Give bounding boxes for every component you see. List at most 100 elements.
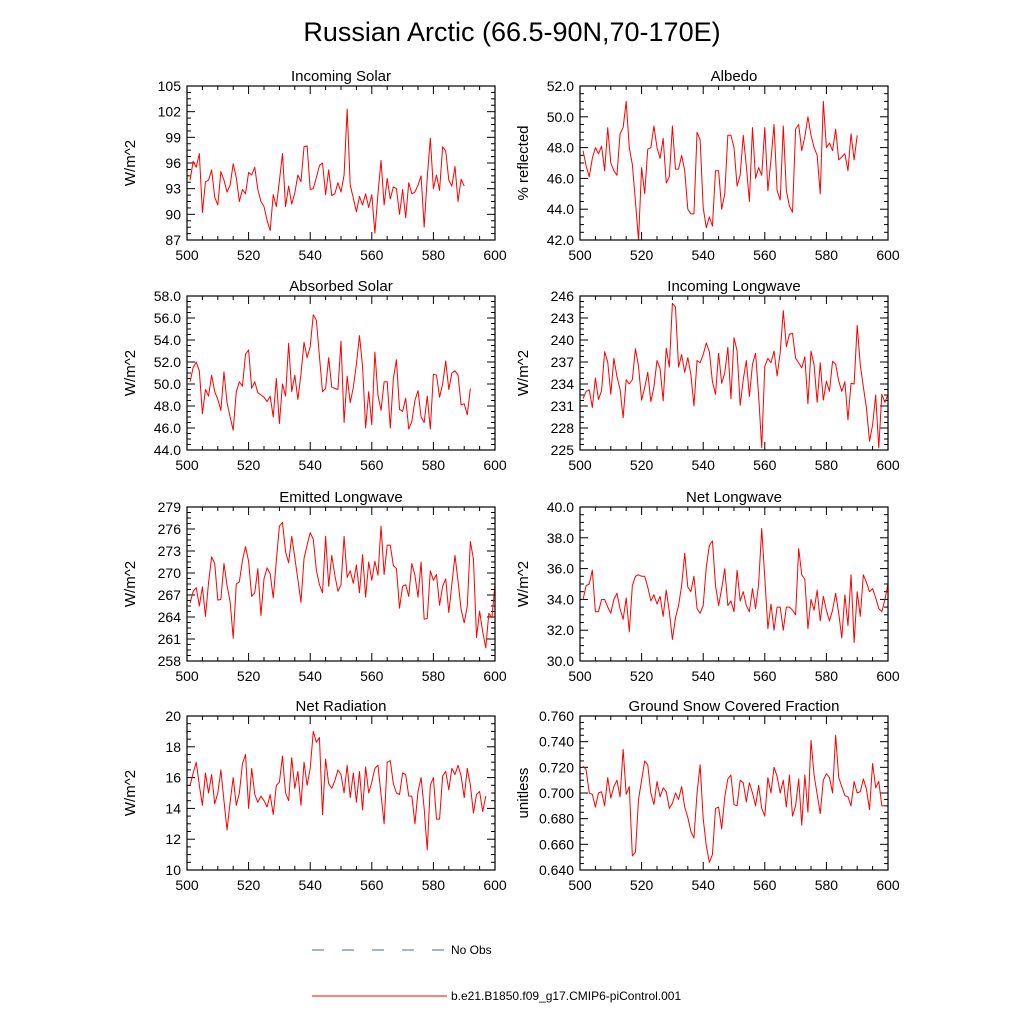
panel-title: Albedo — [711, 68, 758, 85]
x-tick-label: 600 — [483, 668, 507, 684]
panel-incoming-longwave: Incoming Longwave W/m^2 500 520 540 560 580 600… — [515, 278, 900, 473]
series-line-albedo — [582, 100, 858, 240]
y-tick-label: 52.0 — [547, 78, 574, 94]
x-tick-label: 600 — [876, 247, 900, 263]
x-tick-label: 580 — [422, 877, 446, 893]
y-axis-label: W/m^2 — [515, 350, 532, 396]
y-tick-label: 246 — [551, 288, 575, 304]
y-tick-label: 56.0 — [154, 310, 181, 326]
plot-frame — [186, 85, 496, 241]
legend: No Obs b.e21.B1850.f09_g17.CMIP6-piContr… — [312, 943, 681, 1003]
x-tick-label: 520 — [630, 247, 654, 263]
panel-absorbed-solar: Absorbed Solar W/m^2 500 520 540 560 580 600 44.… — [122, 278, 507, 473]
y-tick-label: 54.0 — [154, 332, 181, 348]
y-axis-label: W/m^2 — [122, 140, 139, 186]
x-tick-label: 520 — [630, 877, 654, 893]
series-line-incoming-longwave — [582, 302, 888, 449]
y-tick-label: 234 — [551, 376, 575, 392]
y-axis-label: W/m^2 — [515, 561, 532, 607]
x-tick-label: 540 — [692, 877, 716, 893]
panel-net-radiation: Net Radiation W/m^2 500 520 540 560 580 600 10 12… — [122, 698, 507, 893]
series-line-emitted-longwave — [189, 521, 495, 649]
figure-title: Russian Arctic (66.5-90N,70-170E) — [303, 17, 720, 47]
y-tick-label: 0.760 — [539, 708, 574, 724]
x-tick-label: 580 — [815, 877, 839, 893]
y-tick-label: 273 — [158, 543, 182, 559]
x-tick-label: 560 — [360, 247, 384, 263]
x-tick-label: 500 — [175, 457, 199, 473]
x-tick-label: 540 — [299, 877, 323, 893]
series-line-net-longwave — [582, 528, 888, 644]
x-tick-label: 600 — [483, 877, 507, 893]
y-tick-label: 46.0 — [154, 420, 181, 436]
chart-panels: Incoming Solar W/m^2 500 520 540 560 580 600 87 9… — [122, 68, 900, 893]
plot-frame — [579, 85, 889, 241]
y-tick-label: 258 — [158, 653, 182, 669]
x-tick-label: 540 — [299, 668, 323, 684]
y-tick-label: 102 — [158, 104, 182, 120]
x-tick-label: 540 — [299, 457, 323, 473]
plot-frame — [579, 715, 889, 871]
y-tick-label: 0.740 — [539, 734, 574, 750]
x-tick-label: 500 — [175, 668, 199, 684]
y-tick-label: 16 — [165, 770, 181, 786]
y-tick-label: 12 — [165, 831, 181, 847]
panel-ground-snow-covered-fraction: Ground Snow Covered Fraction unitless 500 5… — [515, 698, 900, 893]
x-tick-label: 560 — [360, 877, 384, 893]
y-tick-label: 32.0 — [547, 622, 574, 638]
x-tick-label: 500 — [568, 247, 592, 263]
y-tick-label: 105 — [158, 78, 182, 94]
y-tick-label: 99 — [165, 129, 181, 145]
x-tick-label: 500 — [175, 877, 199, 893]
y-tick-label: 0.660 — [539, 836, 574, 852]
legend-label-no-obs: No Obs — [451, 943, 492, 957]
y-axis-label: unitless — [515, 768, 532, 819]
series-line-ground-snow-covered-fraction — [582, 734, 885, 863]
panel-title: Ground Snow Covered Fraction — [629, 698, 840, 715]
series-line-net-radiation — [189, 730, 487, 851]
panel-incoming-solar: Incoming Solar W/m^2 500 520 540 560 580 600 87 9… — [122, 68, 507, 263]
legend-label-model: b.e21.B1850.f09_g17.CMIP6-piControl.001 — [451, 989, 681, 1003]
x-tick-label: 540 — [692, 457, 716, 473]
y-tick-label: 48.0 — [547, 140, 574, 156]
y-tick-label: 50.0 — [547, 109, 574, 125]
panel-albedo: Albedo % reflected 500 520 540 560 580 600 42.0 4… — [515, 68, 900, 263]
x-tick-label: 600 — [876, 668, 900, 684]
y-tick-label: 0.640 — [539, 862, 574, 878]
x-tick-label: 600 — [483, 457, 507, 473]
y-tick-label: 237 — [551, 354, 575, 370]
x-tick-label: 560 — [753, 668, 777, 684]
x-tick-label: 520 — [237, 247, 261, 263]
x-tick-label: 560 — [753, 457, 777, 473]
y-tick-label: 0.680 — [539, 811, 574, 827]
y-tick-label: 225 — [551, 442, 575, 458]
y-tick-label: 10 — [165, 862, 181, 878]
x-tick-label: 580 — [422, 457, 446, 473]
y-axis-label: W/m^2 — [122, 561, 139, 607]
y-tick-label: 38.0 — [547, 530, 574, 546]
panel-emitted-longwave: Emitted Longwave W/m^2 500 520 540 560 580 600 2… — [122, 489, 507, 684]
plot-frame — [186, 715, 496, 871]
plot-frame — [579, 506, 889, 662]
y-tick-label: 240 — [551, 332, 575, 348]
y-tick-label: 90 — [165, 206, 181, 222]
x-tick-label: 500 — [175, 247, 199, 263]
x-tick-label: 600 — [876, 877, 900, 893]
y-tick-label: 42.0 — [547, 232, 574, 248]
plot-frame — [579, 295, 889, 451]
y-tick-label: 44.0 — [154, 442, 181, 458]
x-tick-label: 600 — [876, 457, 900, 473]
x-tick-label: 560 — [360, 668, 384, 684]
y-axis-label: W/m^2 — [122, 770, 139, 816]
panel-title: Incoming Solar — [291, 68, 391, 85]
y-tick-label: 0.700 — [539, 785, 574, 801]
x-tick-label: 500 — [568, 877, 592, 893]
y-tick-label: 267 — [158, 587, 182, 603]
y-tick-label: 52.0 — [154, 354, 181, 370]
panel-net-longwave: Net Longwave W/m^2 500 520 540 560 580 600 30.0 3… — [515, 489, 900, 684]
y-tick-label: 20 — [165, 708, 181, 724]
y-tick-label: 34.0 — [547, 591, 574, 607]
y-tick-label: 96 — [165, 155, 181, 171]
y-tick-label: 93 — [165, 181, 181, 197]
y-axis-label: W/m^2 — [122, 350, 139, 396]
